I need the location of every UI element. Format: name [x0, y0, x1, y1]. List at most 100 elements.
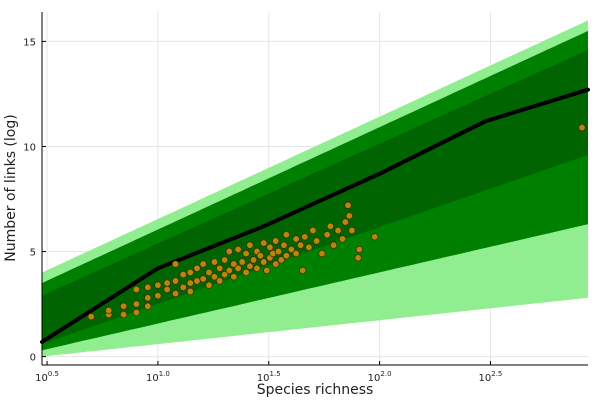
median-line: [40, 87, 590, 344]
data-point-25: [199, 275, 207, 283]
data-point-67: [299, 266, 307, 275]
data-point-40: [234, 245, 242, 254]
data-point-7: [132, 285, 141, 294]
data-point-58: [274, 247, 283, 256]
x-tick-label-1: 101.0: [146, 370, 170, 384]
data-point-29: [210, 273, 219, 281]
data-point-76: [334, 226, 342, 235]
data-point-2: [105, 306, 113, 315]
data-point-38: [230, 260, 238, 268]
data-point-59: [277, 256, 285, 264]
data-point-5: [132, 308, 141, 317]
data-point-12: [154, 281, 162, 289]
data-point-41: [238, 258, 246, 266]
data-point-81: [348, 226, 356, 235]
data-point-79: [344, 201, 352, 209]
x-tick-label-2: 101.5: [257, 370, 281, 384]
data-point-39: [234, 264, 242, 272]
data-point-46: [249, 256, 258, 264]
data-point-15: [171, 289, 180, 298]
data-point-49: [256, 252, 265, 260]
data-point-18: [179, 283, 187, 291]
x-tick-label-3: 102.0: [368, 370, 392, 384]
data-points: [87, 123, 586, 321]
data-point-63: [287, 245, 296, 254]
data-point-75: [329, 241, 338, 249]
data-point-66: [296, 241, 305, 249]
data-point-10: [144, 283, 152, 291]
band-inner: [42, 49, 588, 345]
data-point-20: [186, 279, 194, 287]
data-point-74: [326, 222, 335, 230]
data-point-51: [260, 239, 268, 247]
data-point-24: [193, 264, 201, 272]
data-point-16: [171, 277, 180, 285]
data-point-85: [578, 123, 586, 132]
data-point-71: [312, 237, 321, 245]
data-point-17: [171, 260, 180, 268]
data-point-54: [266, 243, 274, 251]
data-point-42: [242, 268, 250, 277]
data-point-33: [221, 270, 229, 279]
data-point-0: [87, 313, 95, 321]
data-point-72: [318, 249, 326, 258]
data-point-47: [253, 264, 261, 272]
x-tick-label-0: 100.5: [35, 370, 59, 384]
data-point-82: [354, 254, 362, 262]
data-point-35: [225, 266, 233, 275]
data-point-56: [272, 260, 280, 268]
y-tick-label-2: 10: [23, 142, 36, 153]
data-point-19: [179, 270, 187, 279]
data-point-78: [341, 218, 349, 226]
data-point-26: [199, 260, 207, 268]
data-point-44: [246, 262, 254, 270]
data-point-68: [301, 233, 309, 241]
y-axis-label: Number of links (log): [3, 114, 19, 261]
data-point-57: [272, 237, 280, 245]
data-point-37: [230, 273, 238, 281]
data-point-11: [154, 292, 162, 300]
data-point-62: [282, 231, 291, 239]
confidence-bands: [42, 20, 588, 357]
x-tick-labels: 100.5 101.0 101.5 102.0 102.5: [35, 370, 502, 384]
data-point-30: [210, 258, 219, 266]
data-point-32: [216, 264, 224, 272]
data-point-14: [163, 279, 171, 287]
data-point-31: [216, 277, 224, 285]
data-point-27: [205, 281, 213, 289]
data-point-65: [292, 235, 300, 243]
y-tick-label-1: 5: [30, 248, 36, 259]
median-line-group: [40, 87, 590, 344]
data-point-36: [225, 247, 233, 256]
data-point-43: [242, 249, 250, 258]
data-point-4: [119, 302, 128, 310]
x-tick-label-4: 102.5: [479, 370, 503, 384]
data-point-69: [305, 243, 313, 251]
data-point-64: [292, 249, 300, 258]
data-point-73: [323, 231, 331, 239]
data-point-13: [163, 285, 171, 294]
axes: [41, 12, 588, 366]
data-point-83: [355, 245, 363, 254]
data-point-52: [263, 266, 271, 275]
data-point-45: [246, 241, 254, 249]
data-point-80: [345, 212, 353, 220]
data-point-21: [186, 268, 194, 277]
data-point-9: [144, 294, 152, 302]
data-point-6: [132, 300, 141, 308]
data-point-70: [309, 226, 317, 235]
data-point-22: [186, 287, 194, 296]
data-point-3: [119, 310, 128, 319]
data-point-8: [144, 302, 152, 310]
data-point-50: [260, 258, 268, 266]
data-point-61: [282, 252, 291, 260]
data-point-34: [221, 256, 229, 264]
y-tick-label-0: 0: [30, 353, 36, 364]
x-axis-label: Species richness: [257, 382, 374, 398]
data-point-60: [280, 241, 288, 249]
data-point-77: [338, 235, 347, 243]
data-point-28: [205, 268, 213, 277]
y-tick-labels: 0 5 10 15: [23, 37, 36, 363]
y-tick-label-3: 15: [23, 37, 36, 48]
